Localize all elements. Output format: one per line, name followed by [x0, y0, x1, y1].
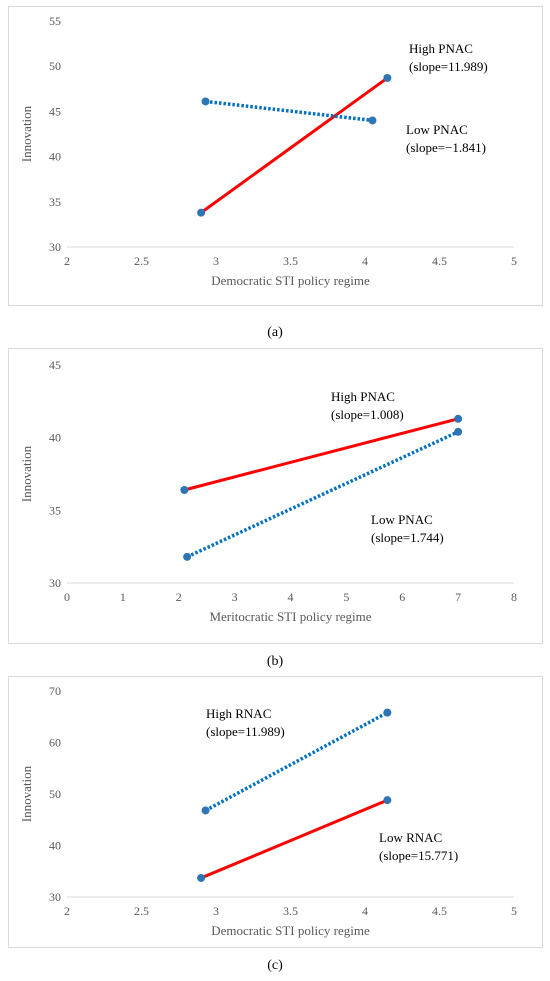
x-tick-label: 5 [511, 254, 517, 268]
x-tick-label: 2.5 [134, 254, 149, 268]
x-tick-label: 7 [455, 590, 461, 604]
y-tick-label: 35 [49, 503, 61, 517]
y-tick-label: 35 [49, 195, 61, 209]
y-tick-label: 50 [49, 59, 61, 73]
series-annotation: Low PNAC [406, 122, 468, 137]
x-tick-label: 3.5 [283, 254, 298, 268]
x-axis-title: Democratic STI policy regime [211, 273, 370, 288]
y-axis-title: Innovation [19, 445, 34, 502]
panel-label-a: (a) [267, 325, 283, 340]
dotted-series-line [204, 711, 389, 813]
chart-panel-c: 30 40 50 60 70 2 2.5 3 3.5 4 4.5 5 Democratic STI po… [8, 676, 543, 948]
y-tick-label: 30 [49, 576, 61, 590]
series-annotation: (slope=−1.841) [406, 140, 486, 155]
y-tick-label: 50 [49, 787, 61, 801]
data-point [201, 806, 210, 815]
x-tick-label: 4.5 [432, 254, 447, 268]
data-point [454, 414, 463, 423]
series-annotation: (slope=11.989) [206, 724, 285, 739]
data-point [383, 73, 392, 82]
y-tick-label: 70 [49, 684, 61, 698]
x-tick-label: 5 [511, 904, 517, 918]
x-tick-label: 2 [176, 590, 182, 604]
solid-series-line [183, 417, 459, 492]
chart-a-svg: 30 35 40 45 50 55 2 2.5 3 3.5 4 4.5 5 Democratic STI … [19, 14, 517, 288]
x-axis-title: Meritocratic STI policy regime [209, 609, 371, 624]
series-annotation: High PNAC [409, 41, 473, 56]
x-tick-label: 2.5 [134, 904, 149, 918]
y-tick-label: 40 [49, 150, 61, 164]
x-tick-label: 6 [399, 590, 405, 604]
series-annotation: (slope=15.771) [379, 848, 458, 863]
data-point [180, 485, 189, 494]
data-point [383, 796, 392, 805]
chart-panel-b: 30 35 40 45 0 1 2 3 4 5 6 7 8 Meritocratic STI policy… [8, 348, 543, 644]
data-point [197, 208, 206, 217]
y-tick-label: 45 [49, 358, 61, 372]
x-tick-label: 8 [511, 590, 517, 604]
series-annotation: High RNAC [206, 706, 271, 721]
x-tick-label: 4.5 [432, 904, 447, 918]
chart-panel-a: 30 35 40 45 50 55 2 2.5 3 3.5 4 4.5 5 Democratic STI … [8, 6, 543, 306]
series-annotation: (slope=11.989) [409, 59, 488, 74]
x-axis-title: Democratic STI policy regime [211, 923, 370, 938]
series-annotation: High PNAC [331, 389, 395, 404]
y-tick-label: 45 [49, 104, 61, 118]
y-axis-title: Innovation [19, 765, 34, 822]
x-tick-label: 3 [213, 254, 219, 268]
data-point [383, 708, 392, 717]
y-tick-label: 40 [49, 431, 61, 445]
x-tick-label: 3 [213, 904, 219, 918]
x-tick-label: 4 [362, 254, 368, 268]
y-axis-title: Innovation [19, 105, 34, 162]
data-point [183, 552, 192, 561]
data-point [368, 116, 377, 125]
y-tick-label: 40 [49, 839, 61, 853]
data-point [454, 427, 463, 436]
chart-c-svg: 30 40 50 60 70 2 2.5 3 3.5 4 4.5 5 Democratic STI po… [19, 684, 517, 938]
panel-label-c: (c) [267, 958, 283, 973]
y-tick-label: 60 [49, 736, 61, 750]
series-annotation: Low RNAC [379, 830, 442, 845]
dotted-series-line [205, 99, 373, 123]
panel-label-b: (b) [266, 654, 284, 669]
dotted-series-line [186, 430, 459, 559]
solid-series-line [200, 798, 388, 880]
series-annotation: (slope=1.008) [331, 407, 404, 422]
data-point [197, 873, 206, 882]
x-tick-label: 5 [343, 590, 349, 604]
x-tick-label: 4 [288, 590, 294, 604]
x-tick-label: 2 [64, 254, 70, 268]
x-tick-label: 2 [64, 904, 70, 918]
x-tick-label: 3.5 [283, 904, 298, 918]
x-tick-label: 1 [120, 590, 126, 604]
x-tick-label: 0 [64, 590, 70, 604]
y-tick-label: 30 [49, 890, 61, 904]
x-tick-label: 3 [232, 590, 238, 604]
y-tick-label: 30 [49, 240, 61, 254]
y-tick-label: 55 [49, 14, 61, 28]
series-annotation: Low PNAC [371, 512, 433, 527]
data-point [201, 97, 210, 106]
x-tick-label: 4 [362, 904, 368, 918]
solid-series-line [200, 76, 389, 214]
series-annotation: (slope=1.744) [371, 530, 444, 545]
